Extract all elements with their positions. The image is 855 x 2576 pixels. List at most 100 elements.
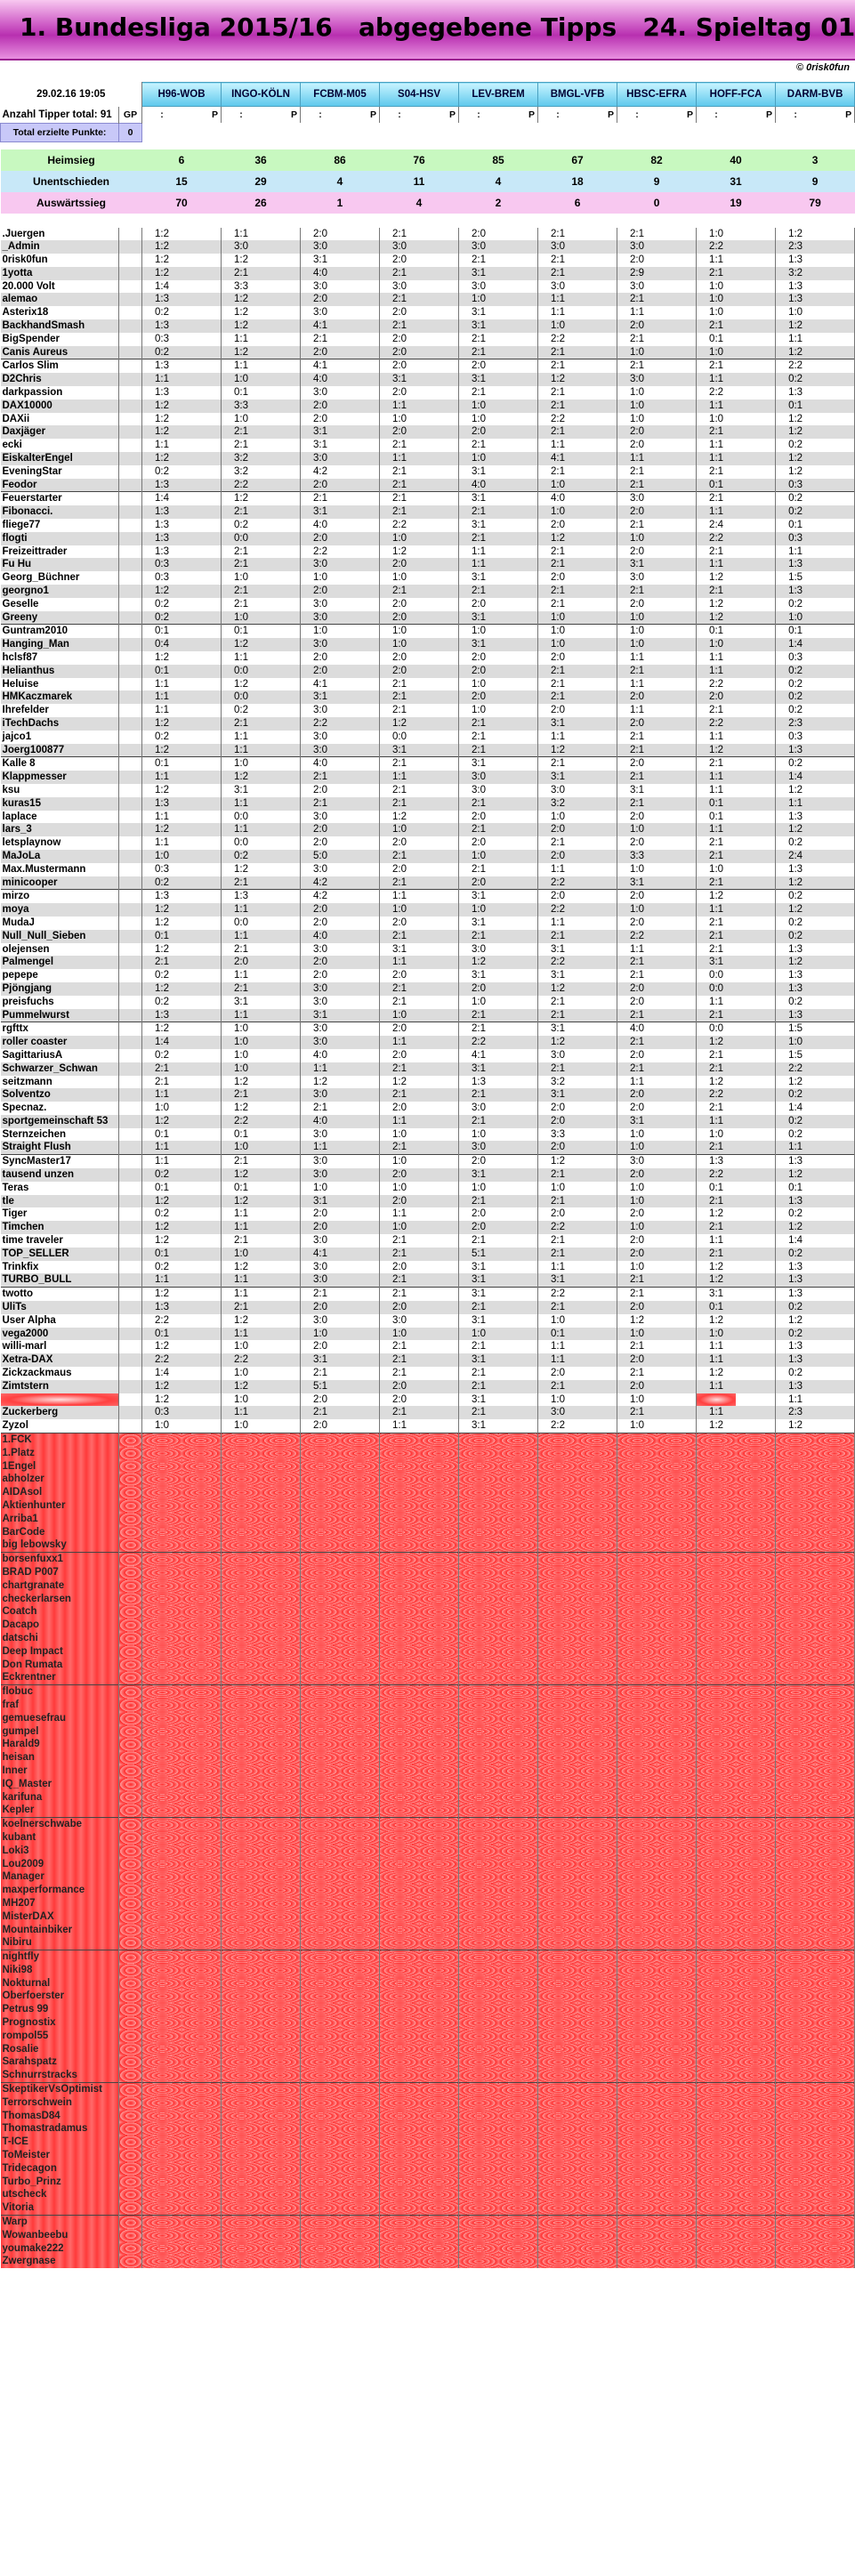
player-tip: [775, 1790, 816, 1805]
player-points: [498, 1525, 539, 1539]
player-points: [657, 2069, 698, 2083]
player-tip: [221, 1844, 261, 1858]
player-points: [815, 412, 855, 426]
player-points: [261, 1301, 301, 1314]
player-points: [261, 2109, 301, 2123]
player-tip: 1:1: [379, 1114, 420, 1128]
player-tip: [458, 1525, 499, 1539]
player-name: Feodor: [0, 478, 119, 492]
player-tip: [537, 1499, 578, 1513]
player-points: [498, 929, 539, 943]
player-points: [419, 2201, 460, 2216]
player-points: [815, 1830, 855, 1845]
player-tip: 2:1: [617, 664, 657, 678]
player-tip: 0:2: [141, 1168, 181, 1182]
player-points: [498, 1644, 539, 1659]
player-tip: [537, 1631, 578, 1645]
player-tip: 1:1: [696, 452, 737, 465]
player-tip: [696, 1711, 737, 1725]
player-tip: 2:0: [379, 836, 420, 850]
player-tip: 2:1: [221, 981, 261, 996]
player-points: [736, 386, 777, 400]
player-points: [815, 823, 855, 837]
player-points: [498, 519, 539, 532]
player-points: [577, 2149, 618, 2162]
player-points: [340, 1022, 381, 1037]
player-points: [340, 1684, 381, 1699]
player-points: [181, 1923, 222, 1937]
player-row: pepepe 0:2 1:1 2:0 2:0 3:1 3:1 2:1 0:0 1:3: [0, 969, 855, 982]
player-points: [340, 1088, 381, 1102]
player-gp: [118, 1790, 142, 1805]
player-gp: [118, 1048, 142, 1062]
player-tip: [696, 1777, 737, 1791]
player-points: [261, 1181, 301, 1195]
player-points: [261, 810, 301, 824]
player-name: alemao: [0, 293, 119, 307]
player-tip: 2:0: [379, 1022, 420, 1037]
player-tip: 2:0: [300, 651, 340, 665]
player-tip: [221, 2149, 261, 2162]
player-gp: [118, 1419, 142, 1433]
player-tip: 2:1: [617, 585, 657, 598]
player-tip: 1:0: [537, 478, 578, 492]
player-tip: 1:0: [696, 862, 737, 876]
player-tip: 3:1: [458, 464, 499, 479]
player-tip: [141, 1433, 181, 1447]
player-points: [181, 1353, 222, 1368]
player-tip: 1:3: [141, 386, 181, 400]
player-tip: [617, 1817, 657, 1831]
player-points: [181, 373, 222, 387]
player-tip: 1:0: [537, 505, 578, 520]
stat-value: 9: [775, 170, 855, 192]
player-tip: 3:0: [300, 743, 340, 757]
player-tip: 2:2: [696, 240, 737, 254]
player-points: [181, 531, 222, 545]
player-tip: [221, 1446, 261, 1460]
player-tip: 2:1: [379, 981, 420, 996]
player-points: [815, 1207, 855, 1222]
player-points: [419, 558, 460, 572]
copyright-label: © 0risk0fun: [795, 62, 850, 73]
player-tip: 3:1: [617, 558, 657, 572]
player-tip: [458, 2042, 499, 2056]
player-points: [736, 2201, 777, 2216]
player-tip: 1:0: [775, 1036, 816, 1049]
tip-colon-header: :: [477, 109, 480, 120]
player-tip: [141, 2136, 181, 2150]
player-points: [577, 332, 618, 346]
player-tip: [775, 1738, 816, 1752]
player-points: [419, 1393, 460, 1407]
player-gp: [118, 677, 142, 691]
player-points: [657, 610, 698, 625]
player-gp: [118, 1127, 142, 1142]
player-points: [657, 319, 698, 333]
player-tip: 2:1: [696, 359, 737, 374]
player-points: [657, 585, 698, 598]
player-points: [577, 1036, 618, 1049]
player-points: [498, 1976, 539, 1991]
player-row: EiskalterEngel 1:2 3:2 3:0 1:1 1:0 4:1 1:1 1:1 1:…: [0, 452, 855, 465]
player-row: Carlos Slim 1:3 1:1 4:1 2:0 2:0 2:1 2:1 2:1 2:2: [0, 359, 855, 374]
player-tip: 3:1: [458, 969, 499, 982]
player-tip: 3:1: [300, 1008, 340, 1022]
player-tip: 2:1: [617, 1340, 657, 1354]
player-tip: 1:1: [379, 399, 420, 413]
player-row: tausend unzen 0:2 1:2 3:0 2:0 3:1 2:1 2:0 2:2 1:2: [0, 1168, 855, 1182]
player-tip: [617, 1671, 657, 1685]
player-points: [736, 1234, 777, 1248]
player-points: [261, 1234, 301, 1248]
player-tip: [458, 1671, 499, 1685]
player-points: [181, 306, 222, 320]
player-gp: [118, 610, 142, 625]
player-points: [577, 929, 618, 943]
spacer-cell: [1, 141, 855, 149]
player-tip: 1:1: [537, 1260, 578, 1274]
player-points: [815, 903, 855, 917]
player-row: EveningStar 0:2 3:2 4:2 2:1 3:1 2:1 2:1 2:1 1:2: [0, 464, 855, 479]
player-points: [498, 2161, 539, 2176]
player-tip: [458, 1870, 499, 1885]
player-tip: 2:2: [696, 677, 737, 691]
player-tip: [617, 1963, 657, 1977]
player-name: iTechDachs: [0, 716, 119, 731]
